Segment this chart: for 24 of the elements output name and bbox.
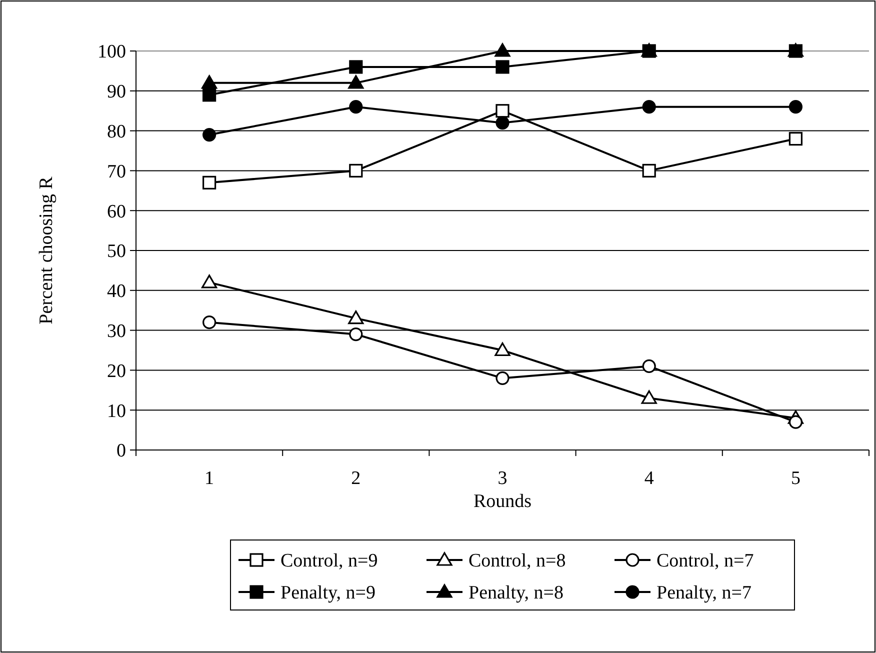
x-tick-label: 5 — [790, 468, 800, 489]
y-tick-label: 70 — [107, 161, 126, 182]
legend-label: Control, n=9 — [280, 550, 378, 572]
legend-label: Control, n=8 — [468, 550, 566, 572]
x-axis-title: Rounds — [473, 491, 532, 512]
legend-label: Control, n=7 — [656, 550, 754, 572]
legend-label: Penalty, n=8 — [468, 582, 564, 604]
x-tick-label: 1 — [204, 468, 214, 489]
y-tick-label: 80 — [107, 121, 126, 142]
y-tick-label: 0 — [116, 440, 126, 462]
y-tick-label: 30 — [107, 320, 126, 342]
y-tick-label: 40 — [107, 281, 126, 302]
y-tick-label: 60 — [107, 201, 126, 222]
legend-label: Penalty, n=9 — [280, 582, 376, 604]
y-tick-label: 10 — [107, 400, 126, 422]
x-tick-label: 3 — [498, 468, 508, 489]
y-tick-label: 100 — [98, 42, 126, 63]
x-tick-label: 4 — [644, 468, 654, 489]
y-tick-label: 50 — [107, 241, 126, 262]
y-tick-label: 90 — [107, 82, 126, 103]
x-tick-label: 2 — [351, 468, 361, 489]
legend-label: Penalty, n=7 — [656, 582, 752, 604]
y-tick-label: 20 — [107, 360, 126, 382]
y-axis-title: Percent choosing R — [36, 176, 57, 324]
